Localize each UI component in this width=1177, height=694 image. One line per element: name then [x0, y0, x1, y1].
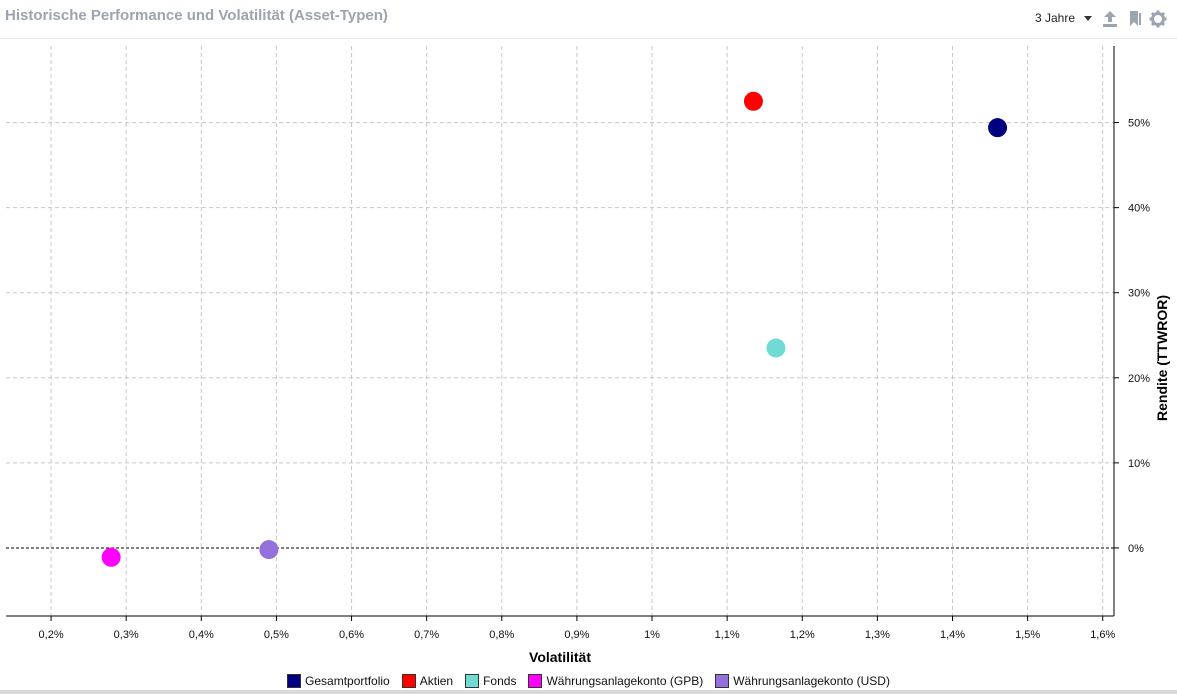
- legend-label: Aktien: [419, 674, 454, 688]
- x-tick-label: 0,8%: [489, 629, 514, 641]
- period-dropdown[interactable]: 3 Jahre: [1035, 11, 1093, 25]
- legend-swatch: [401, 674, 416, 688]
- legend-item[interactable]: Währungsanlagekonto (USD): [715, 672, 890, 690]
- legend-label: Währungsanlagekonto (USD): [733, 674, 890, 688]
- y-tick-label: 20%: [1128, 373, 1150, 385]
- legend-swatch: [465, 674, 480, 688]
- period-label: 3 Jahre: [1035, 11, 1076, 25]
- x-tick-label: 0,4%: [189, 629, 214, 641]
- y-tick-label: 40%: [1128, 203, 1150, 215]
- y-tick-label: 30%: [1128, 288, 1150, 300]
- y-axis-label: Rendite (TTWROR): [1154, 295, 1170, 421]
- x-tick-label: 1,4%: [940, 629, 965, 641]
- scatter-chart: 0,2% 0,3% 0,4% 0,5% 0,6% 0,7% 0,8% 0,9% 1% 1,1% 1,…: [6, 46, 1170, 665]
- x-tick-label: 0,3%: [114, 629, 139, 641]
- export-icon[interactable]: [1101, 10, 1119, 28]
- data-point[interactable]: [259, 540, 279, 560]
- legend-swatch: [528, 674, 543, 688]
- x-tick-label: 1,6%: [1090, 629, 1115, 641]
- data-point[interactable]: [743, 91, 763, 111]
- chevron-down-icon: [1084, 15, 1093, 21]
- data-point[interactable]: [766, 338, 786, 358]
- legend-label: Währungsanlagekonto (GPB): [546, 674, 704, 688]
- bottom-scrollbar: [0, 690, 1177, 694]
- x-tick-label: 0,6%: [339, 629, 364, 641]
- gear-icon[interactable]: [1149, 10, 1167, 28]
- chart-header: Historische Performance und Volatilität …: [0, 0, 1177, 39]
- page-title: Historische Performance und Volatilität …: [5, 7, 388, 24]
- legend-swatch: [715, 674, 730, 688]
- x-tick-label: 1%: [644, 629, 660, 641]
- legend-item[interactable]: Aktien: [401, 672, 454, 690]
- bookmark-icon[interactable]: [1126, 10, 1144, 28]
- legend-label: Fonds: [483, 674, 517, 688]
- x-tick-label: 1,2%: [790, 629, 815, 641]
- legend-item[interactable]: Währungsanlagekonto (GPB): [528, 672, 703, 690]
- x-tick-label: 0,9%: [564, 629, 589, 641]
- x-tick-label: 0,5%: [264, 629, 289, 641]
- chart-legend: Gesamtportfolio Aktien Fonds Währungsanlage…: [0, 672, 1177, 690]
- x-tick-label: 1,1%: [715, 629, 740, 641]
- y-tick-label: 0%: [1128, 543, 1144, 555]
- x-tick-label: 0,7%: [414, 629, 439, 641]
- data-point[interactable]: [101, 547, 121, 567]
- y-tick-label: 10%: [1128, 458, 1150, 470]
- y-tick-label: 50%: [1128, 118, 1150, 130]
- x-tick-label: 0,2%: [39, 629, 64, 641]
- legend-item[interactable]: Fonds: [465, 672, 516, 690]
- x-tick-label: 1,5%: [1015, 629, 1040, 641]
- legend-swatch: [287, 674, 302, 688]
- legend-label: Gesamtportfolio: [305, 674, 390, 688]
- x-tick-label: 1,3%: [865, 629, 890, 641]
- x-axis-label: Volatilität: [529, 649, 591, 665]
- legend-item[interactable]: Gesamtportfolio: [287, 672, 390, 690]
- data-point[interactable]: [988, 118, 1008, 138]
